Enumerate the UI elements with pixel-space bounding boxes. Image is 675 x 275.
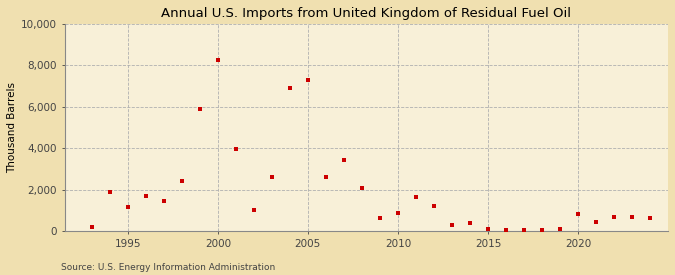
Title: Annual U.S. Imports from United Kingdom of Residual Fuel Oil: Annual U.S. Imports from United Kingdom … (161, 7, 572, 20)
Point (410, 195, 421, 199)
Point (140, 194, 151, 198)
Point (464, 221, 475, 225)
Point (338, 158, 349, 162)
Point (159, 199, 169, 203)
Point (105, 189, 115, 194)
Point (375, 216, 385, 220)
Point (122, 205, 133, 210)
Point (518, 227, 529, 232)
Text: Source: U.S. Energy Information Administration: Source: U.S. Energy Information Administ… (61, 263, 275, 272)
Point (248, 208, 259, 213)
Point (537, 227, 547, 232)
Point (393, 210, 404, 215)
Point (609, 214, 620, 219)
Point (555, 227, 566, 231)
Point (86, 225, 97, 229)
Point (429, 204, 439, 208)
Point (626, 214, 637, 219)
Point (447, 223, 458, 227)
Point (356, 185, 367, 190)
Point (572, 211, 583, 216)
Point (483, 227, 493, 231)
Point (645, 216, 655, 220)
Point (194, 107, 205, 111)
Point (321, 175, 331, 180)
Point (302, 78, 313, 82)
Point (284, 86, 295, 90)
Point (267, 175, 277, 180)
Y-axis label: Thousand Barrels: Thousand Barrels (7, 82, 17, 173)
Point (213, 58, 223, 62)
Point (501, 227, 512, 232)
Point (230, 147, 241, 152)
Point (591, 220, 601, 224)
Point (176, 179, 187, 184)
